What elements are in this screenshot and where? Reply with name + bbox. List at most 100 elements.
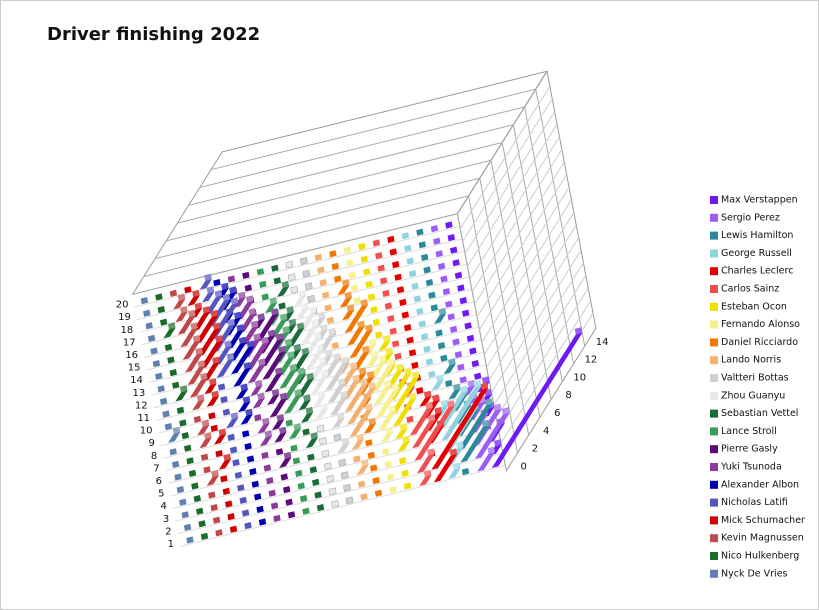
bar-top: [177, 293, 186, 301]
bar-floor: [321, 291, 330, 299]
bar-highlight: [383, 380, 392, 388]
bar-front: [233, 367, 251, 387]
bar-highlight: [240, 383, 248, 391]
bar: [356, 459, 369, 476]
bar-front: [214, 434, 226, 445]
bar: [251, 480, 259, 488]
bar-floor: [307, 453, 315, 461]
legend-label: Zhou Guanyu: [721, 390, 785, 401]
grid-line: [210, 88, 586, 347]
bar: [379, 277, 388, 285]
bar: [343, 246, 352, 254]
bar-floor: [191, 482, 199, 490]
bar-front: [168, 432, 181, 443]
bar: [333, 433, 342, 442]
bar-floor: [445, 379, 453, 387]
bar: [331, 342, 339, 350]
bar-floor: [290, 444, 298, 452]
bar-floor: [333, 433, 342, 442]
bar-floor: [217, 383, 226, 391]
bar-floor: [273, 277, 281, 285]
bar-top: [383, 380, 392, 388]
bar: [313, 390, 326, 407]
bar-floor: [227, 433, 235, 441]
bar-front: [419, 475, 432, 486]
bar-front: [301, 324, 319, 344]
bar: [296, 302, 309, 319]
bar-floor: [302, 428, 310, 436]
side-grid: [471, 149, 563, 293]
bar: [399, 457, 407, 465]
bar: [334, 275, 342, 283]
bar-highlight: [234, 311, 242, 319]
bar: [189, 372, 208, 398]
bar-highlight: [361, 459, 369, 467]
bar: [305, 344, 324, 369]
bar-highlight: [213, 322, 221, 330]
bar-highlight: [180, 306, 188, 314]
side-grid: [481, 199, 572, 343]
bar: [269, 392, 288, 418]
bar: [279, 363, 297, 389]
bar: [286, 322, 305, 348]
bar-highlight: [427, 414, 436, 422]
legend-swatch: [710, 569, 718, 578]
bar-top: [294, 389, 302, 397]
bar-floor: [326, 474, 335, 483]
bar: [360, 493, 368, 501]
bar-floor: [353, 455, 361, 463]
bar: [437, 262, 446, 270]
bar: [199, 335, 223, 369]
bar: [460, 419, 490, 463]
bar-top: [365, 403, 373, 411]
bar: [418, 320, 426, 328]
bar-front: [281, 373, 305, 402]
bar: [416, 448, 435, 474]
bar: [242, 271, 250, 279]
side-grid: [486, 224, 577, 368]
bar: [272, 414, 284, 431]
bar-top: [226, 353, 235, 361]
x-tick-label: 1: [168, 539, 174, 550]
bar-top: [242, 396, 251, 404]
bar-top: [344, 291, 352, 299]
bar: [462, 309, 470, 317]
legend-label: Valtteri Bottas: [721, 373, 789, 384]
bar-top: [318, 356, 326, 364]
bar: [414, 400, 455, 461]
bar-top: [180, 385, 188, 393]
bar-top: [250, 320, 259, 328]
bar: [280, 473, 288, 481]
bar-floor: [445, 221, 453, 229]
bar-top: [385, 426, 393, 434]
bar: [210, 504, 218, 512]
bar-floor: [171, 460, 180, 468]
bar: [266, 477, 274, 485]
bar-highlight: [494, 439, 502, 447]
bar-highlight: [385, 426, 393, 434]
bar-floor: [334, 275, 342, 283]
bar-highlight: [284, 338, 293, 346]
x-tick-label: 10: [140, 426, 153, 437]
bar-highlight: [271, 308, 279, 316]
bar: [474, 372, 482, 380]
bar: [231, 340, 255, 375]
bar-floor: [239, 496, 247, 504]
floor-line: [179, 465, 505, 548]
bar: [406, 415, 414, 423]
bar-floor: [312, 478, 320, 486]
bar-highlight: [391, 383, 400, 391]
bar: [454, 351, 463, 359]
bar-highlight: [308, 306, 317, 314]
bar-top: [456, 441, 464, 449]
x-tick-label: 20: [116, 300, 129, 311]
bar-highlight: [306, 372, 314, 380]
bar: [237, 484, 245, 492]
bar-front: [267, 394, 280, 405]
bar-floor: [273, 514, 281, 522]
bar-highlight: [440, 399, 449, 407]
bar-floor: [459, 297, 467, 305]
bar-top: [200, 372, 208, 380]
bar: [235, 383, 248, 400]
bar: [416, 228, 424, 236]
